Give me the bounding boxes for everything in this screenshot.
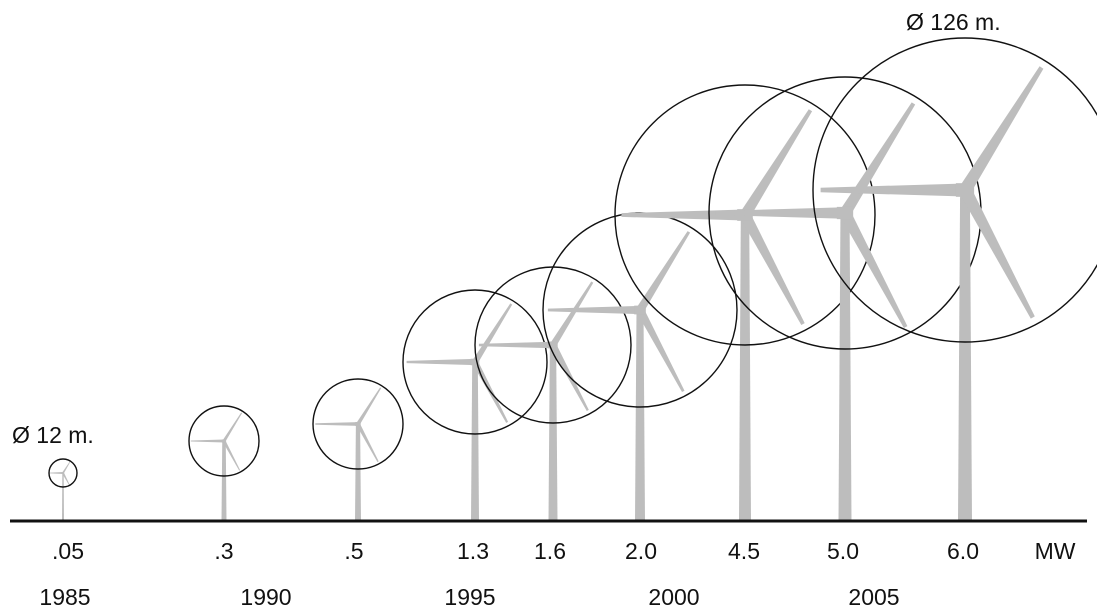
rotor-blade bbox=[315, 422, 358, 426]
power-label: 5.0 bbox=[827, 538, 859, 564]
rotor-blade bbox=[547, 305, 640, 315]
rotor-blade bbox=[472, 303, 513, 364]
turbine-tower bbox=[355, 424, 361, 521]
rotor-blade bbox=[636, 308, 685, 392]
nacelle bbox=[836, 206, 854, 220]
rotor-diameter-circle bbox=[614, 84, 876, 346]
wind-turbine bbox=[812, 37, 1097, 521]
rotor-blade bbox=[740, 212, 805, 325]
year-label: 2005 bbox=[848, 584, 900, 610]
nacelle bbox=[955, 183, 975, 197]
wind-turbine bbox=[614, 84, 876, 521]
power-label: 1.6 bbox=[534, 538, 566, 564]
turbine-tower bbox=[62, 473, 64, 521]
rotor-blade bbox=[406, 358, 475, 366]
power-label: 6.0 bbox=[947, 538, 979, 564]
year-label: 1990 bbox=[240, 584, 292, 610]
rotor-blade bbox=[356, 423, 379, 463]
rotor-blade bbox=[959, 66, 1044, 194]
rotor-diameter-circle bbox=[312, 378, 404, 470]
rotor-blade bbox=[715, 207, 845, 219]
smallest-diameter-label: Ø 12 m. bbox=[12, 422, 94, 448]
wind-turbine bbox=[48, 458, 78, 521]
rotor-diameter-circle bbox=[402, 289, 548, 435]
turbine-tower bbox=[958, 190, 972, 521]
power-label: .5 bbox=[344, 538, 364, 564]
rotor-diameter-circle bbox=[188, 405, 260, 477]
rotor-blade bbox=[550, 281, 594, 347]
turbine-tower bbox=[739, 215, 751, 521]
wind-turbine bbox=[402, 289, 548, 521]
nacelle bbox=[634, 305, 646, 315]
nacelle bbox=[470, 358, 480, 366]
turbine-tower bbox=[548, 345, 558, 521]
rotor-blade bbox=[621, 209, 745, 221]
nacelle bbox=[355, 421, 361, 427]
rotor-blade bbox=[356, 387, 382, 425]
rotor-blade bbox=[62, 461, 71, 474]
rotor-blade bbox=[49, 472, 63, 474]
wind-turbine bbox=[188, 405, 260, 521]
rotor-blade bbox=[840, 102, 916, 217]
rotor-blade bbox=[820, 183, 965, 197]
rotor-blade bbox=[478, 341, 553, 349]
largest-diameter-label: Ø 126 m. bbox=[906, 9, 1001, 35]
rotor-blade bbox=[62, 472, 70, 485]
turbine-tower bbox=[838, 213, 852, 521]
power-label: 2.0 bbox=[625, 538, 657, 564]
power-label: .3 bbox=[214, 538, 234, 564]
power-label: .05 bbox=[52, 538, 84, 564]
unit-label: MW bbox=[1034, 538, 1076, 564]
nacelle bbox=[221, 439, 227, 443]
wind-turbine bbox=[474, 266, 632, 521]
power-label: 1.3 bbox=[457, 538, 489, 564]
wind-turbine bbox=[312, 378, 404, 521]
wind-turbine bbox=[542, 212, 738, 521]
rotor-blade bbox=[222, 412, 243, 442]
rotor-diameter-circle bbox=[812, 37, 1097, 343]
turbine-tower bbox=[635, 310, 645, 521]
rotor-blade bbox=[190, 439, 224, 443]
year-label: 1995 bbox=[444, 584, 496, 610]
rotor-blade bbox=[740, 109, 813, 218]
nacelle bbox=[62, 472, 64, 474]
power-label: 4.5 bbox=[728, 538, 760, 564]
rotor-blade bbox=[636, 231, 691, 313]
year-label: 1985 bbox=[39, 584, 91, 610]
turbine-tower bbox=[471, 362, 479, 521]
year-label: 2000 bbox=[648, 584, 700, 610]
nacelle bbox=[548, 341, 558, 349]
rotor-diameter-circle bbox=[48, 458, 78, 488]
rotor-blade bbox=[959, 187, 1035, 319]
rotor-blade bbox=[839, 210, 908, 328]
rotor-blade bbox=[222, 440, 241, 471]
turbine-tower bbox=[221, 441, 227, 521]
